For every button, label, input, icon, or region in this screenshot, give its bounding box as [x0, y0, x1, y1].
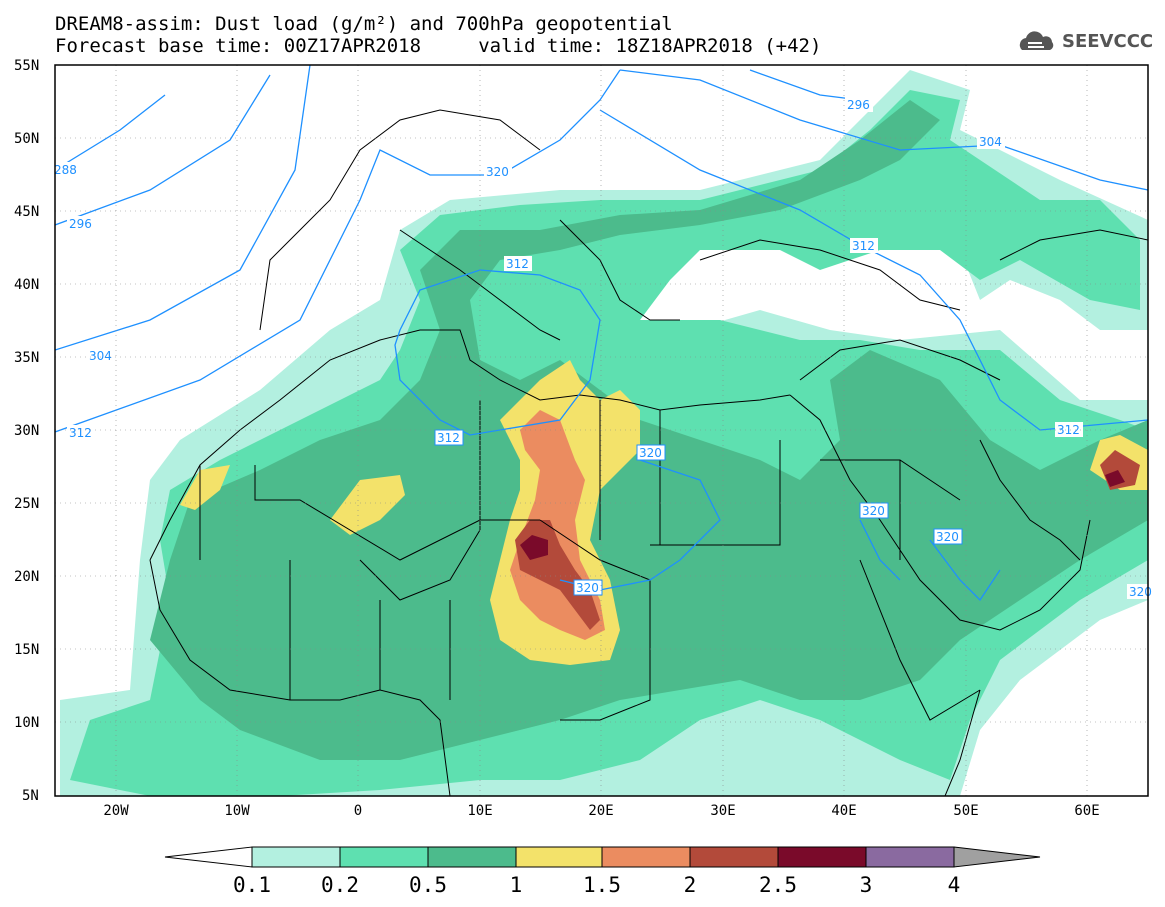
longitude-axis: 20W 10W 0 10E 20E 30E 40E 50E 60E [103, 803, 1099, 819]
graticule [55, 65, 1148, 796]
contour-label: 312 [506, 257, 529, 271]
colorbar-segment [865, 846, 955, 868]
contour-label: 312 [69, 426, 92, 440]
colorbar-segment [427, 846, 517, 868]
contour-label: 320 [862, 504, 885, 518]
colorbar-label: 4 [948, 873, 961, 897]
colorbar-segment [777, 846, 867, 868]
lat-tick: 15N [14, 642, 39, 658]
lat-tick: 55N [14, 58, 39, 74]
contour-labels: 288 296 304 312 296 304 312 320 312 312 … [52, 97, 1152, 599]
lat-tick: 45N [14, 204, 39, 220]
colorbar-label: 0.1 [233, 873, 271, 897]
lat-tick: 35N [14, 350, 39, 366]
lat-tick: 5N [22, 788, 39, 804]
dust-field [55, 65, 1148, 796]
colorbar-label: 1.5 [583, 873, 621, 897]
contour-label: 312 [852, 239, 875, 253]
lat-tick: 10N [14, 715, 39, 731]
colorbar-low-arrow [164, 846, 253, 868]
colorbar-label: 2.5 [759, 873, 797, 897]
contour-label: 304 [979, 135, 1002, 149]
contour-label: 320 [576, 581, 599, 595]
dust-level-2.5 [520, 535, 548, 560]
lat-tick: 40N [14, 277, 39, 293]
coastlines [149, 109, 1148, 796]
contour-label: 296 [847, 98, 870, 112]
dust-level-2.5-patch [1105, 470, 1125, 487]
contour-label: 296 [69, 217, 92, 231]
colorbar-segment [515, 846, 603, 868]
lon-tick: 20E [588, 803, 613, 819]
lat-tick: 30N [14, 423, 39, 439]
dust-level-1-patch [180, 465, 230, 510]
cloud-logo-icon [1019, 31, 1054, 50]
colorbar-label: 3 [860, 873, 873, 897]
lon-tick: 30E [710, 803, 735, 819]
lon-tick: 60E [1074, 803, 1099, 819]
lon-tick: 10W [224, 803, 250, 819]
contour-label: 320 [486, 165, 509, 179]
lon-tick: 50E [953, 803, 978, 819]
colorbar-high-arrow [953, 846, 1041, 868]
lon-tick: 0 [354, 803, 362, 819]
dust-level-0.5 [150, 100, 1148, 760]
lat-tick: 25N [14, 496, 39, 512]
lon-tick: 20W [103, 803, 129, 819]
logo-text: SEEVCCC [1062, 31, 1154, 52]
contour-label: 320 [639, 446, 662, 460]
lat-tick: 50N [14, 131, 39, 147]
contour-label: 320 [1129, 585, 1152, 599]
map-frame [54, 64, 1149, 797]
dust-level-1-patch [330, 475, 405, 535]
colorbar: 0.1 0.2 0.5 1 1.5 2 2.5 3 4 [164, 846, 1041, 897]
latitude-axis: 55N 50N 45N 40N 35N 30N 25N 20N 15N 10N … [14, 58, 39, 804]
colorbar-label: 0.2 [321, 873, 359, 897]
contour-label: 288 [54, 163, 77, 177]
colorbar-segment [339, 846, 429, 868]
colorbar-segment [689, 846, 779, 868]
colorbar-label: 1 [510, 873, 523, 897]
colorbar-label: 0.5 [409, 873, 447, 897]
contour-label: 320 [936, 530, 959, 544]
geopotential-contours [55, 65, 1148, 602]
forecast-time-line: Forecast base time: 00Z17APR2018 valid t… [55, 35, 822, 57]
colorbar-segment [251, 846, 341, 868]
lat-tick: 20N [14, 569, 39, 585]
contour-label: 312 [437, 431, 460, 445]
colorbar-label: 2 [684, 873, 697, 897]
colorbar-segment [601, 846, 691, 868]
contour-label: 304 [89, 349, 112, 363]
lon-tick: 10E [467, 803, 492, 819]
contour-label: 312 [1057, 423, 1080, 437]
map-title: DREAM8-assim: Dust load (g/m²) and 700hP… [55, 13, 673, 35]
lon-tick: 40E [831, 803, 856, 819]
